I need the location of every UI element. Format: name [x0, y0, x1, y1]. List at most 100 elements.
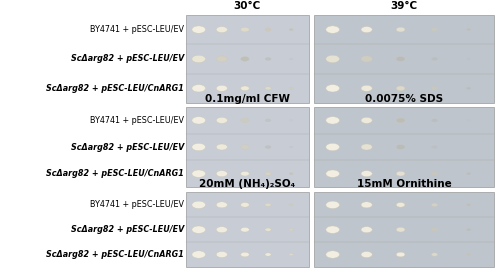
Circle shape: [265, 28, 271, 31]
Circle shape: [216, 251, 228, 257]
Text: ScΔarg82 + pESC-LEU/CnARG1: ScΔarg82 + pESC-LEU/CnARG1: [46, 169, 184, 178]
Circle shape: [289, 146, 294, 148]
Circle shape: [289, 28, 294, 31]
Circle shape: [396, 252, 405, 257]
Circle shape: [361, 202, 372, 208]
Circle shape: [265, 253, 271, 256]
Circle shape: [192, 85, 205, 92]
Circle shape: [265, 145, 271, 149]
Circle shape: [432, 119, 438, 122]
Text: 0.1mg/ml CFW: 0.1mg/ml CFW: [205, 93, 290, 104]
Circle shape: [326, 26, 340, 33]
Circle shape: [289, 119, 294, 122]
Circle shape: [192, 26, 205, 33]
Circle shape: [240, 86, 250, 91]
Circle shape: [216, 117, 228, 123]
FancyBboxPatch shape: [314, 107, 494, 187]
FancyBboxPatch shape: [186, 107, 308, 187]
Circle shape: [216, 202, 228, 208]
Circle shape: [240, 27, 250, 32]
Circle shape: [396, 118, 405, 123]
Circle shape: [192, 117, 205, 124]
Text: BY4741 + pESC-LEU/EV: BY4741 + pESC-LEU/EV: [90, 116, 184, 125]
FancyBboxPatch shape: [186, 15, 308, 103]
Circle shape: [326, 55, 340, 63]
Circle shape: [216, 27, 228, 33]
Circle shape: [432, 87, 438, 90]
Circle shape: [396, 27, 405, 32]
Circle shape: [396, 145, 405, 149]
Circle shape: [326, 117, 340, 124]
Circle shape: [289, 228, 294, 231]
Circle shape: [216, 56, 228, 62]
Circle shape: [240, 252, 250, 257]
Circle shape: [265, 87, 271, 90]
Circle shape: [432, 145, 438, 149]
Circle shape: [432, 28, 438, 31]
Circle shape: [289, 204, 294, 206]
Circle shape: [361, 251, 372, 257]
Text: 0.0075% SDS: 0.0075% SDS: [365, 93, 443, 104]
Text: ScΔarg82 + pESC-LEU/CnARG1: ScΔarg82 + pESC-LEU/CnARG1: [46, 250, 184, 259]
Circle shape: [326, 251, 340, 258]
Circle shape: [192, 170, 205, 177]
Circle shape: [466, 253, 470, 256]
Circle shape: [466, 172, 470, 175]
Circle shape: [216, 85, 228, 91]
Circle shape: [216, 227, 228, 233]
Text: BY4741 + pESC-LEU/EV: BY4741 + pESC-LEU/EV: [90, 25, 184, 34]
Circle shape: [326, 201, 340, 208]
Text: ScΔarg82 + pESC-LEU/EV: ScΔarg82 + pESC-LEU/EV: [70, 143, 184, 151]
FancyBboxPatch shape: [314, 15, 494, 103]
Circle shape: [466, 28, 470, 31]
Circle shape: [396, 171, 405, 176]
Circle shape: [265, 228, 271, 231]
Circle shape: [240, 227, 250, 232]
Circle shape: [240, 118, 250, 123]
Circle shape: [216, 171, 228, 177]
Circle shape: [396, 227, 405, 232]
Text: 39°C: 39°C: [390, 1, 417, 11]
Circle shape: [240, 171, 250, 176]
Circle shape: [361, 227, 372, 233]
Circle shape: [466, 87, 470, 89]
Circle shape: [432, 172, 438, 175]
Circle shape: [432, 228, 438, 231]
Circle shape: [192, 226, 205, 233]
Text: 15mM Ornithine: 15mM Ornithine: [356, 179, 452, 189]
Text: 20mM (NH₄)₂SO₄: 20mM (NH₄)₂SO₄: [199, 179, 296, 189]
Circle shape: [326, 226, 340, 233]
Circle shape: [432, 253, 438, 256]
Circle shape: [216, 144, 228, 150]
Circle shape: [265, 57, 271, 61]
Circle shape: [265, 172, 271, 175]
Circle shape: [192, 201, 205, 208]
Circle shape: [326, 85, 340, 92]
Circle shape: [361, 56, 372, 62]
Circle shape: [289, 172, 294, 175]
Circle shape: [326, 143, 340, 151]
Circle shape: [396, 86, 405, 91]
Circle shape: [289, 87, 294, 89]
FancyBboxPatch shape: [314, 192, 494, 267]
Circle shape: [361, 144, 372, 150]
Text: ScΔarg82 + pESC-LEU/EV: ScΔarg82 + pESC-LEU/EV: [70, 225, 184, 234]
Circle shape: [326, 170, 340, 177]
Circle shape: [466, 228, 470, 231]
Circle shape: [240, 57, 250, 61]
Circle shape: [432, 203, 438, 207]
Circle shape: [192, 251, 205, 258]
Text: ScΔarg82 + pESC-LEU/EV: ScΔarg82 + pESC-LEU/EV: [70, 54, 184, 63]
Circle shape: [289, 253, 294, 256]
Circle shape: [361, 117, 372, 123]
Circle shape: [432, 57, 438, 61]
Circle shape: [361, 27, 372, 33]
Circle shape: [361, 85, 372, 91]
Circle shape: [265, 203, 271, 207]
Circle shape: [396, 202, 405, 207]
Circle shape: [361, 171, 372, 177]
Circle shape: [192, 55, 205, 63]
Circle shape: [240, 202, 250, 207]
Circle shape: [466, 204, 470, 206]
Text: BY4741 + pESC-LEU/EV: BY4741 + pESC-LEU/EV: [90, 200, 184, 209]
